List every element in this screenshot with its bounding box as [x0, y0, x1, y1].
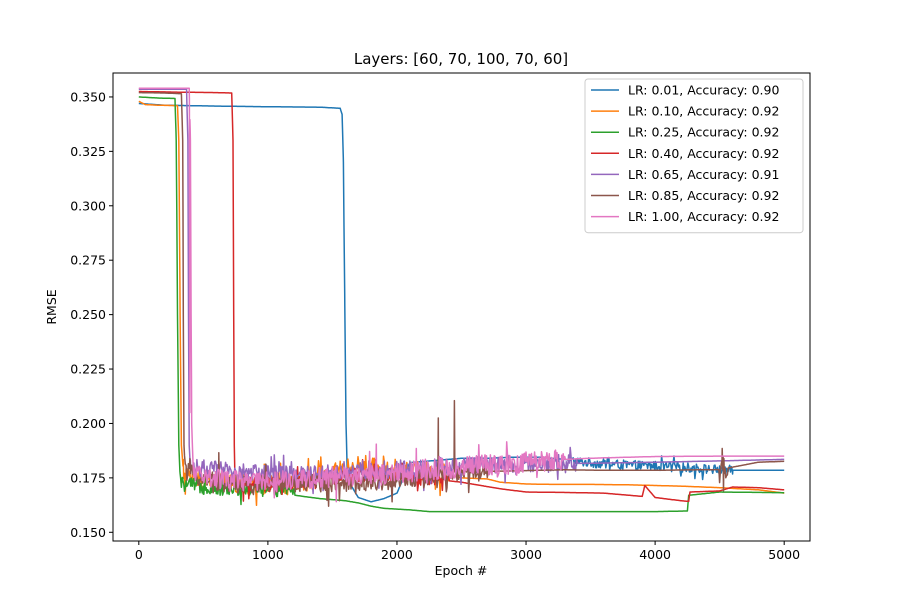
x-tick-label: 4000	[639, 547, 671, 562]
y-tick-label: 0.200	[70, 416, 106, 431]
legend-box	[584, 78, 804, 234]
legend-entry-label: LR: 0.25, Accuracy: 0.92	[628, 125, 779, 140]
legend-entry-label: LR: 1.00, Accuracy: 0.92	[628, 209, 779, 224]
y-axis: 0.150 0.175 0.200 0.225 0.250 0.275 0.300 0.325…	[70, 89, 113, 540]
legend-entry-label: LR: 0.01, Accuracy: 0.90	[628, 83, 779, 98]
x-tick-label: 0	[135, 547, 143, 562]
y-tick-label: 0.225	[70, 362, 106, 377]
y-tick-label: 0.275	[70, 253, 106, 268]
y-tick-label: 0.175	[70, 470, 106, 485]
x-axis: 0 1000 2000 3000 4000 5000	[135, 541, 800, 562]
legend-entry-label: LR: 0.85, Accuracy: 0.92	[628, 188, 779, 203]
legend: LR: 0.01, Accuracy: 0.90 LR: 0.10, Accura…	[584, 78, 804, 234]
y-tick-label: 0.250	[70, 307, 106, 322]
x-tick-label: 3000	[510, 547, 542, 562]
legend-entry-label: LR: 0.65, Accuracy: 0.91	[628, 167, 779, 182]
y-tick-label: 0.150	[70, 525, 106, 540]
legend-entry-label: LR: 0.40, Accuracy: 0.92	[628, 146, 779, 161]
series-line-7	[138, 87, 785, 503]
legend-entry-label: LR: 0.10, Accuracy: 0.92	[628, 104, 779, 119]
series-line-5	[138, 88, 785, 495]
y-tick-label: 0.300	[70, 198, 106, 213]
x-axis-label: Epoch #	[435, 563, 488, 578]
series-line-1	[138, 102, 785, 503]
x-tick-label: 1000	[252, 547, 284, 562]
x-tick-label: 2000	[381, 547, 413, 562]
x-tick-label: 5000	[768, 547, 800, 562]
y-tick-label: 0.350	[70, 89, 106, 104]
y-axis-label: RMSE	[44, 289, 59, 324]
series-layer	[138, 87, 785, 513]
y-tick-label: 0.325	[70, 144, 106, 159]
plot-frame	[112, 72, 811, 542]
chart-title: Layers: [60, 70, 100, 70, 60]	[354, 50, 568, 68]
